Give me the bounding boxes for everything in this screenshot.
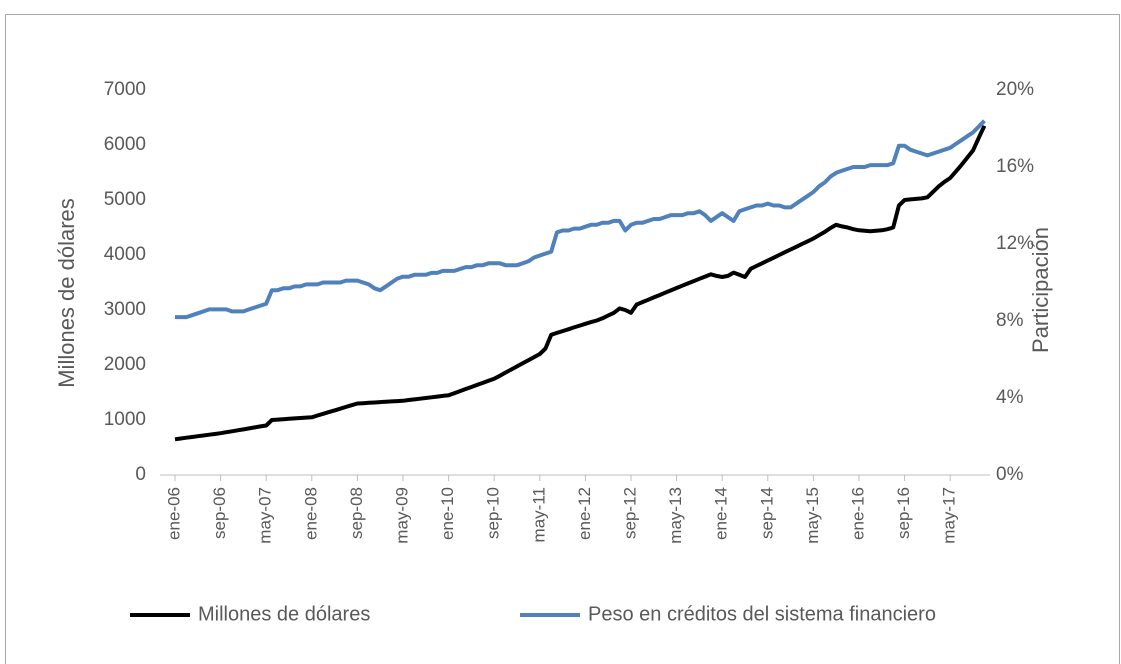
y2-tick-label: 20%	[996, 79, 1034, 100]
x-tick-label: sep-14	[757, 487, 776, 539]
y-tick-label: 2000	[104, 354, 146, 375]
y-tick-label: 0	[135, 464, 146, 485]
y-tick-label: 6000	[104, 134, 146, 155]
legend-label: Peso en créditos del sistema financiero	[588, 603, 936, 625]
x-tick-label: sep-12	[620, 487, 639, 539]
x-tick-label: may-07	[256, 487, 275, 544]
x-tick-label: ene-12	[575, 487, 594, 540]
x-tick-label: ene-10	[438, 487, 457, 540]
x-tick-label: ene-08	[301, 487, 320, 540]
y2-tick-label: 16%	[996, 156, 1034, 177]
x-tick-label: ene-14	[712, 487, 731, 540]
y-tick-label: 3000	[104, 299, 146, 320]
x-tick-label: may-17	[940, 487, 959, 544]
y2-axis-title: Participación	[1028, 227, 1053, 353]
y-tick-label: 4000	[104, 244, 146, 265]
y2-tick-label: 8%	[996, 310, 1024, 331]
y2-tick-label: 4%	[996, 387, 1024, 408]
y2-tick-label: 0%	[996, 464, 1024, 485]
x-tick-label: sep-10	[484, 487, 503, 539]
y-tick-label: 1000	[104, 409, 146, 430]
y2-tick-label: 12%	[996, 233, 1034, 254]
x-tick-label: sep-06	[210, 487, 229, 539]
x-tick-label: may-13	[666, 487, 685, 544]
series-line	[174, 124, 987, 442]
y-tick-label: 5000	[104, 189, 146, 210]
legend-label: Millones de dólares	[198, 603, 370, 625]
y-tick-label: 7000	[104, 79, 146, 100]
x-tick-label: may-15	[803, 487, 822, 544]
frame	[5, 14, 1120, 664]
x-tick-label: sep-08	[347, 487, 366, 539]
series-line	[175, 119, 986, 320]
x-tick-label: sep-16	[894, 487, 913, 539]
x-tick-label: ene-06	[164, 487, 183, 540]
x-tick-label: may-11	[529, 487, 548, 542]
y-axis-title: Millones de dólares	[54, 198, 79, 388]
x-tick-label: may-09	[392, 487, 411, 544]
x-tick-label: ene-16	[848, 487, 867, 540]
